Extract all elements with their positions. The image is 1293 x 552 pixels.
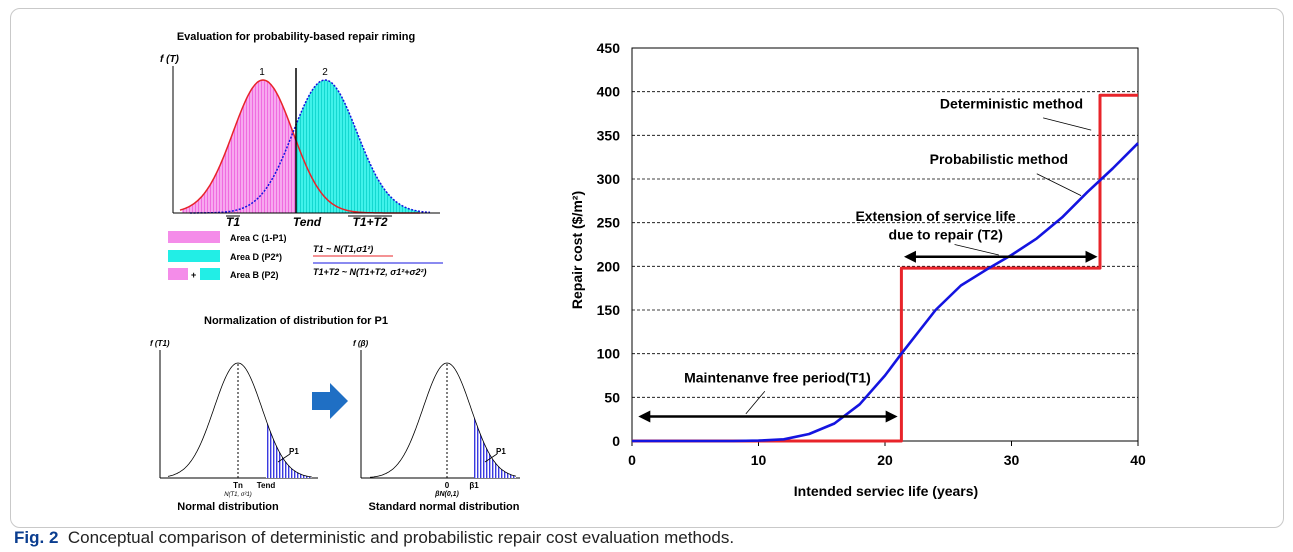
bottom-title: Normalization of distribution for P1	[204, 315, 388, 327]
x-tick-label: 40	[1130, 452, 1146, 468]
chart-xlabel: Intended serviec life (years)	[794, 483, 978, 499]
extension-arrow-head-right	[1085, 250, 1098, 263]
annotation-deterministic: Deterministic method	[940, 95, 1083, 111]
std-beta-label: β1	[469, 481, 479, 490]
normal-curve	[167, 362, 313, 478]
maintenance-arrow-head-left	[638, 410, 651, 423]
std-curve	[369, 362, 517, 478]
legend-label-d: Area D (P2*)	[230, 252, 282, 262]
annotation-probabilistic: Probabilistic method	[930, 151, 1068, 167]
series-deterministic	[632, 93, 1138, 443]
normal-tn-sub: N(T1, σ²1)	[224, 492, 252, 498]
x-label-tend: Tend	[293, 215, 322, 229]
y-tick-label: 400	[597, 84, 621, 100]
normal-ylabel: f (T1)	[150, 339, 170, 348]
legend-swatch-d	[168, 250, 220, 262]
annotation-maintenance: Maintenanve free period(T1)	[684, 369, 871, 385]
y-tick-label: 250	[597, 215, 621, 231]
normal-tend-label: Tend	[257, 481, 276, 490]
y-tick-label: 200	[597, 258, 621, 274]
top-ylabel: f (T)	[160, 54, 180, 65]
curve-2-label: 2	[322, 67, 328, 78]
legend-plus: +	[191, 270, 196, 280]
std-tail-fill	[474, 416, 516, 478]
left-panel: Evaluation for probability-based repair …	[150, 31, 520, 513]
caption-text: Conceptual comparison of deterministic a…	[67, 528, 735, 547]
y-tick-label: 0	[612, 433, 620, 449]
x-tick-label: 10	[751, 452, 767, 468]
legend-label-c: Area C (1-P1)	[230, 233, 287, 243]
annotation-extension-1: Extension of service life	[855, 208, 1015, 224]
normal-caption: Normal distribution	[177, 501, 279, 513]
y-tick-label: 300	[597, 171, 621, 187]
formula-2: T1+T2 ~ N(T1+T2, σ1²+σ2²)	[313, 267, 426, 277]
x-label-t1t2: T1+T2	[352, 215, 387, 229]
normal-tail-fill	[266, 419, 312, 478]
leader-extension	[954, 244, 999, 256]
y-tick-label: 150	[597, 302, 621, 318]
curve-2	[190, 79, 431, 214]
legend-swatch-b1	[168, 268, 188, 280]
caption-label: Fig. 2	[14, 528, 59, 547]
normal-tn-label: Tn	[233, 481, 243, 490]
maintenance-arrow-head-right	[885, 410, 898, 423]
x-tick-label: 30	[1004, 452, 1020, 468]
std-zero-label: 0	[445, 481, 450, 490]
leader-maintenance	[745, 390, 766, 415]
std-p1-leader	[484, 453, 498, 463]
legend-swatch-c	[168, 231, 220, 243]
x-tick-label: 0	[628, 452, 636, 468]
chart-ylabel: Repair cost ($/m²)	[569, 191, 585, 309]
series-probabilistic	[632, 142, 1139, 443]
legend-swatch-b2	[200, 268, 220, 280]
curve-1-label: 1	[259, 67, 265, 78]
extension-arrow-head-left	[903, 250, 916, 263]
figure-frame	[10, 8, 1284, 528]
normal-p1-leader	[277, 453, 291, 463]
std-ylabel: f (β)	[353, 339, 369, 348]
x-label-t1: T1	[226, 215, 240, 229]
leader-probabilistic	[1036, 173, 1082, 196]
x-tick-label: 20	[877, 452, 893, 468]
y-tick-label: 50	[604, 389, 620, 405]
y-tick-label: 450	[597, 40, 621, 56]
repair-cost-chart: 0 50 100 150 200 250 300 350 400 450 0 10 20 30 40 Det…	[569, 40, 1146, 499]
legend-label-b: Area B (P2)	[230, 270, 279, 280]
std-caption: Standard normal distribution	[369, 501, 520, 513]
std-sub: βN(0,1)	[434, 491, 459, 498]
y-tick-label: 100	[597, 346, 621, 362]
formula-1: T1 ~ N(T1,σ1²)	[313, 244, 373, 254]
area-d-fill	[296, 80, 420, 213]
figure-caption: Fig. 2 Conceptual comparison of determin…	[14, 528, 734, 548]
arrow-right-icon	[312, 383, 348, 419]
leader-deterministic	[1043, 117, 1092, 131]
normal-p1-label: P1	[289, 447, 299, 456]
y-tick-label: 350	[597, 127, 621, 143]
area-c-fill	[182, 80, 296, 213]
top-title: Evaluation for probability-based repair …	[177, 31, 415, 43]
std-p1-label: P1	[496, 447, 506, 456]
annotation-extension-2: due to repair (T2)	[889, 226, 1003, 242]
